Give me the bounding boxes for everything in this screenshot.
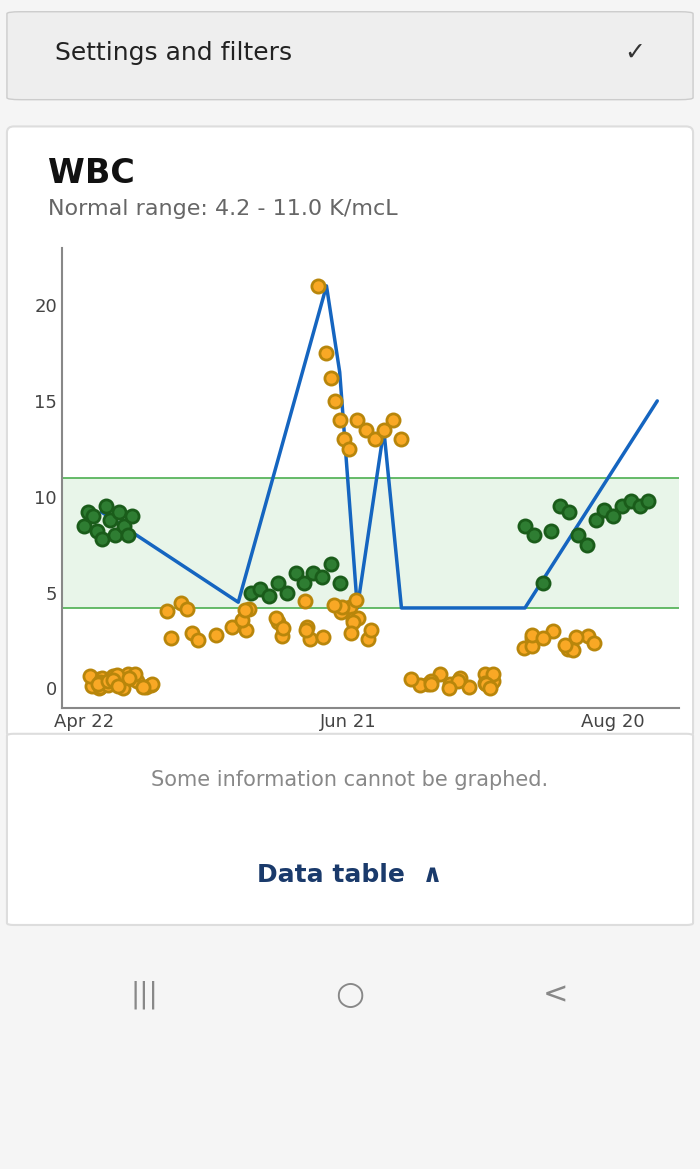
FancyBboxPatch shape bbox=[7, 734, 693, 925]
Text: Some information cannot be graphed.: Some information cannot be graphed. bbox=[151, 769, 549, 790]
Text: Settings and filters: Settings and filters bbox=[55, 41, 292, 64]
Text: WBC: WBC bbox=[48, 157, 135, 189]
FancyBboxPatch shape bbox=[7, 12, 693, 99]
Text: Data table  ∧: Data table ∧ bbox=[257, 863, 443, 887]
Text: ✓: ✓ bbox=[624, 41, 645, 64]
Text: ○: ○ bbox=[335, 978, 365, 1011]
FancyBboxPatch shape bbox=[7, 126, 693, 738]
Text: <: < bbox=[543, 981, 568, 1009]
Text: |||: ||| bbox=[130, 981, 158, 1009]
Text: Normal range: 4.2 - 11.0 K/mcL: Normal range: 4.2 - 11.0 K/mcL bbox=[48, 199, 398, 219]
